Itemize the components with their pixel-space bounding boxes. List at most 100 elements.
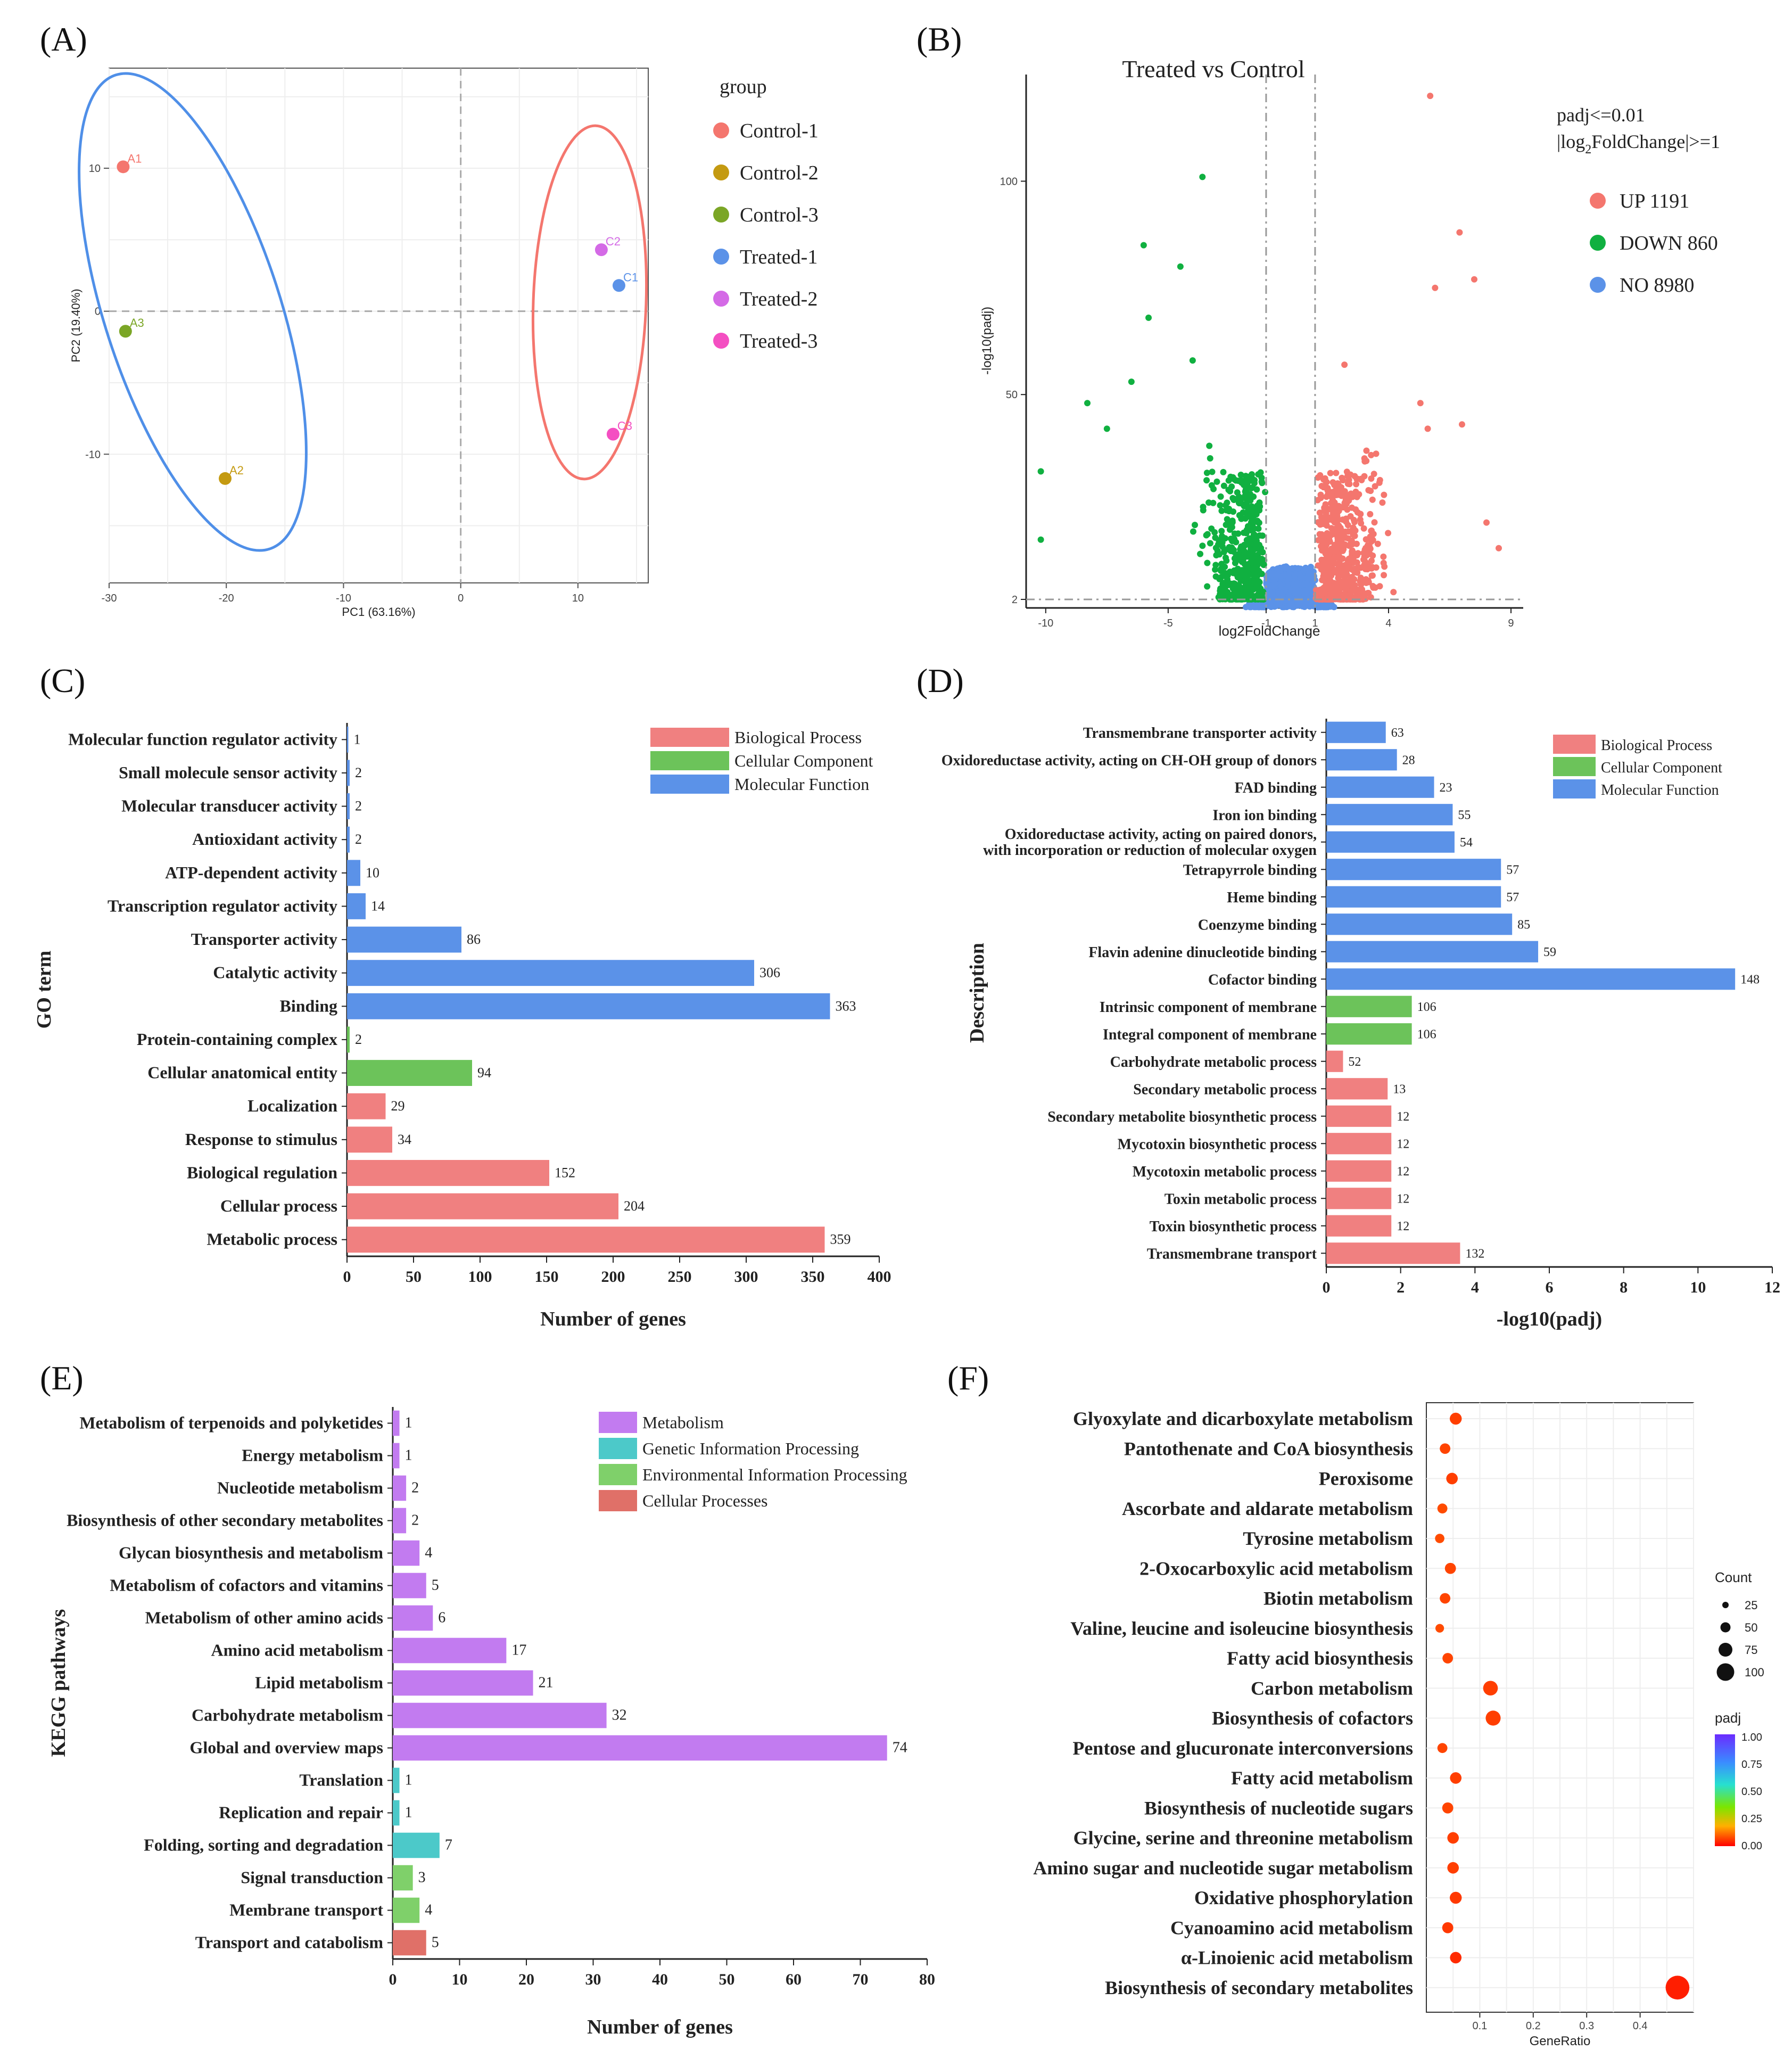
point-down <box>1246 549 1253 556</box>
point-up <box>1368 565 1375 572</box>
point-up <box>1319 539 1326 546</box>
point-up <box>1323 522 1330 529</box>
point-up <box>1380 553 1387 560</box>
enrichment-dot <box>1442 1922 1454 1933</box>
category-label: Catalytic activity <box>213 963 337 982</box>
point-up <box>1351 473 1358 480</box>
bar-value-label: 1 <box>405 1447 412 1464</box>
pca-point-label: A1 <box>127 152 142 165</box>
point-up <box>1495 545 1502 551</box>
bar <box>347 726 349 753</box>
point-up <box>1366 544 1373 550</box>
panel-b-volcano: Treated vs Control -10 -5 -1 1 4 9 2 50 100 log2Fo… <box>980 55 1720 639</box>
point-up <box>1374 540 1381 547</box>
point-no <box>1274 600 1281 607</box>
point-down <box>1255 525 1262 532</box>
bar-value-label: 12 <box>1397 1220 1409 1233</box>
pathway-label: 2-Oxocarboxylic acid metabolism <box>1139 1558 1413 1579</box>
bar <box>347 1026 350 1053</box>
category-label: Binding <box>279 996 337 1015</box>
x-tick-label: 0 <box>458 592 464 604</box>
bar-value-label: 4 <box>425 1545 432 1561</box>
point-down <box>1241 578 1248 585</box>
point-up <box>1361 562 1368 569</box>
pca-point-label: C1 <box>623 270 638 284</box>
point-down <box>1248 594 1254 600</box>
x-tick-label: 0 <box>343 1268 351 1286</box>
point-down <box>1252 545 1259 552</box>
point-up <box>1339 528 1346 535</box>
point-up <box>1323 548 1330 555</box>
enrichment-dot <box>1437 1503 1448 1514</box>
bar-value-label: 57 <box>1506 863 1519 877</box>
bar <box>1326 1160 1392 1182</box>
category-label: Metabolism of terpenoids and polyketides <box>79 1413 383 1433</box>
category-label: Small molecule sensor activity <box>119 763 337 782</box>
x-tick-label: 0 <box>1323 1279 1331 1296</box>
bar <box>1326 1188 1392 1209</box>
x-tick-label: 0.3 <box>1579 2020 1594 2032</box>
bar-value-label: 55 <box>1458 808 1471 822</box>
point-up <box>1336 559 1343 566</box>
point-no <box>1289 565 1296 572</box>
point-up <box>1361 457 1368 464</box>
point-down <box>1251 512 1258 519</box>
point-down <box>1248 471 1255 478</box>
point-down <box>1189 357 1196 364</box>
point-down <box>1209 468 1216 475</box>
point-down <box>1240 529 1247 536</box>
point-up <box>1370 471 1377 478</box>
bar-value-label: 12 <box>1397 1192 1409 1206</box>
bar <box>1326 1133 1392 1155</box>
point-down <box>1228 483 1235 490</box>
point-up <box>1371 519 1378 526</box>
point-up <box>1367 511 1374 517</box>
x-tick-label: 200 <box>601 1268 625 1286</box>
x-tick-label: 9 <box>1508 618 1514 629</box>
x-tick-label: 300 <box>734 1268 758 1286</box>
bar <box>393 1475 407 1501</box>
point-down <box>1200 504 1207 511</box>
point-up <box>1343 468 1350 475</box>
point-up <box>1352 527 1359 534</box>
x-tick-label: 0.1 <box>1472 2020 1487 2032</box>
legend-item: Metabolism <box>642 1413 724 1432</box>
panel-label-F: (F) <box>947 1359 989 1397</box>
point-up <box>1471 276 1477 283</box>
pca-point-label: C3 <box>617 419 632 433</box>
pca-point-label: A3 <box>130 316 144 330</box>
point-up <box>1323 479 1329 486</box>
point-up <box>1324 485 1331 492</box>
legend-swatch <box>599 1438 637 1459</box>
bar-value-label: 32 <box>612 1707 627 1724</box>
legend-marker <box>713 207 729 223</box>
threshold-note: padj<=0.01 <box>1557 104 1645 126</box>
point-no <box>1308 602 1315 609</box>
x-tick-label: 0.4 <box>1633 2020 1648 2032</box>
legend-item: Control-2 <box>740 162 819 184</box>
point-up <box>1369 552 1376 559</box>
point-up <box>1376 476 1383 483</box>
point-down <box>1235 530 1242 537</box>
x-tick-label: 250 <box>668 1268 692 1286</box>
bar <box>393 1702 607 1728</box>
bar <box>1326 995 1412 1017</box>
point-no <box>1287 600 1294 607</box>
legend-marker <box>1590 235 1606 251</box>
legend-marker <box>1590 277 1606 293</box>
pathway-label: Cyanoamino acid metabolism <box>1170 1917 1413 1938</box>
point-down <box>1237 471 1244 478</box>
point-up <box>1339 591 1346 598</box>
point-down <box>1145 314 1152 321</box>
point-up <box>1328 525 1335 532</box>
bar-value-label: 2 <box>355 832 362 847</box>
y-axis-title: PC2 (19.40%) <box>69 289 82 362</box>
bar <box>347 793 350 819</box>
category-label: Toxin metabolic process <box>1165 1191 1317 1207</box>
enrichment-dot <box>1435 1624 1444 1633</box>
category-label: Transmembrane transport <box>1147 1246 1317 1262</box>
point-up <box>1346 481 1353 488</box>
pathway-label: Tyrosine metabolism <box>1243 1528 1413 1549</box>
point-down <box>1223 557 1230 564</box>
enrichment-dot <box>1449 1412 1462 1425</box>
